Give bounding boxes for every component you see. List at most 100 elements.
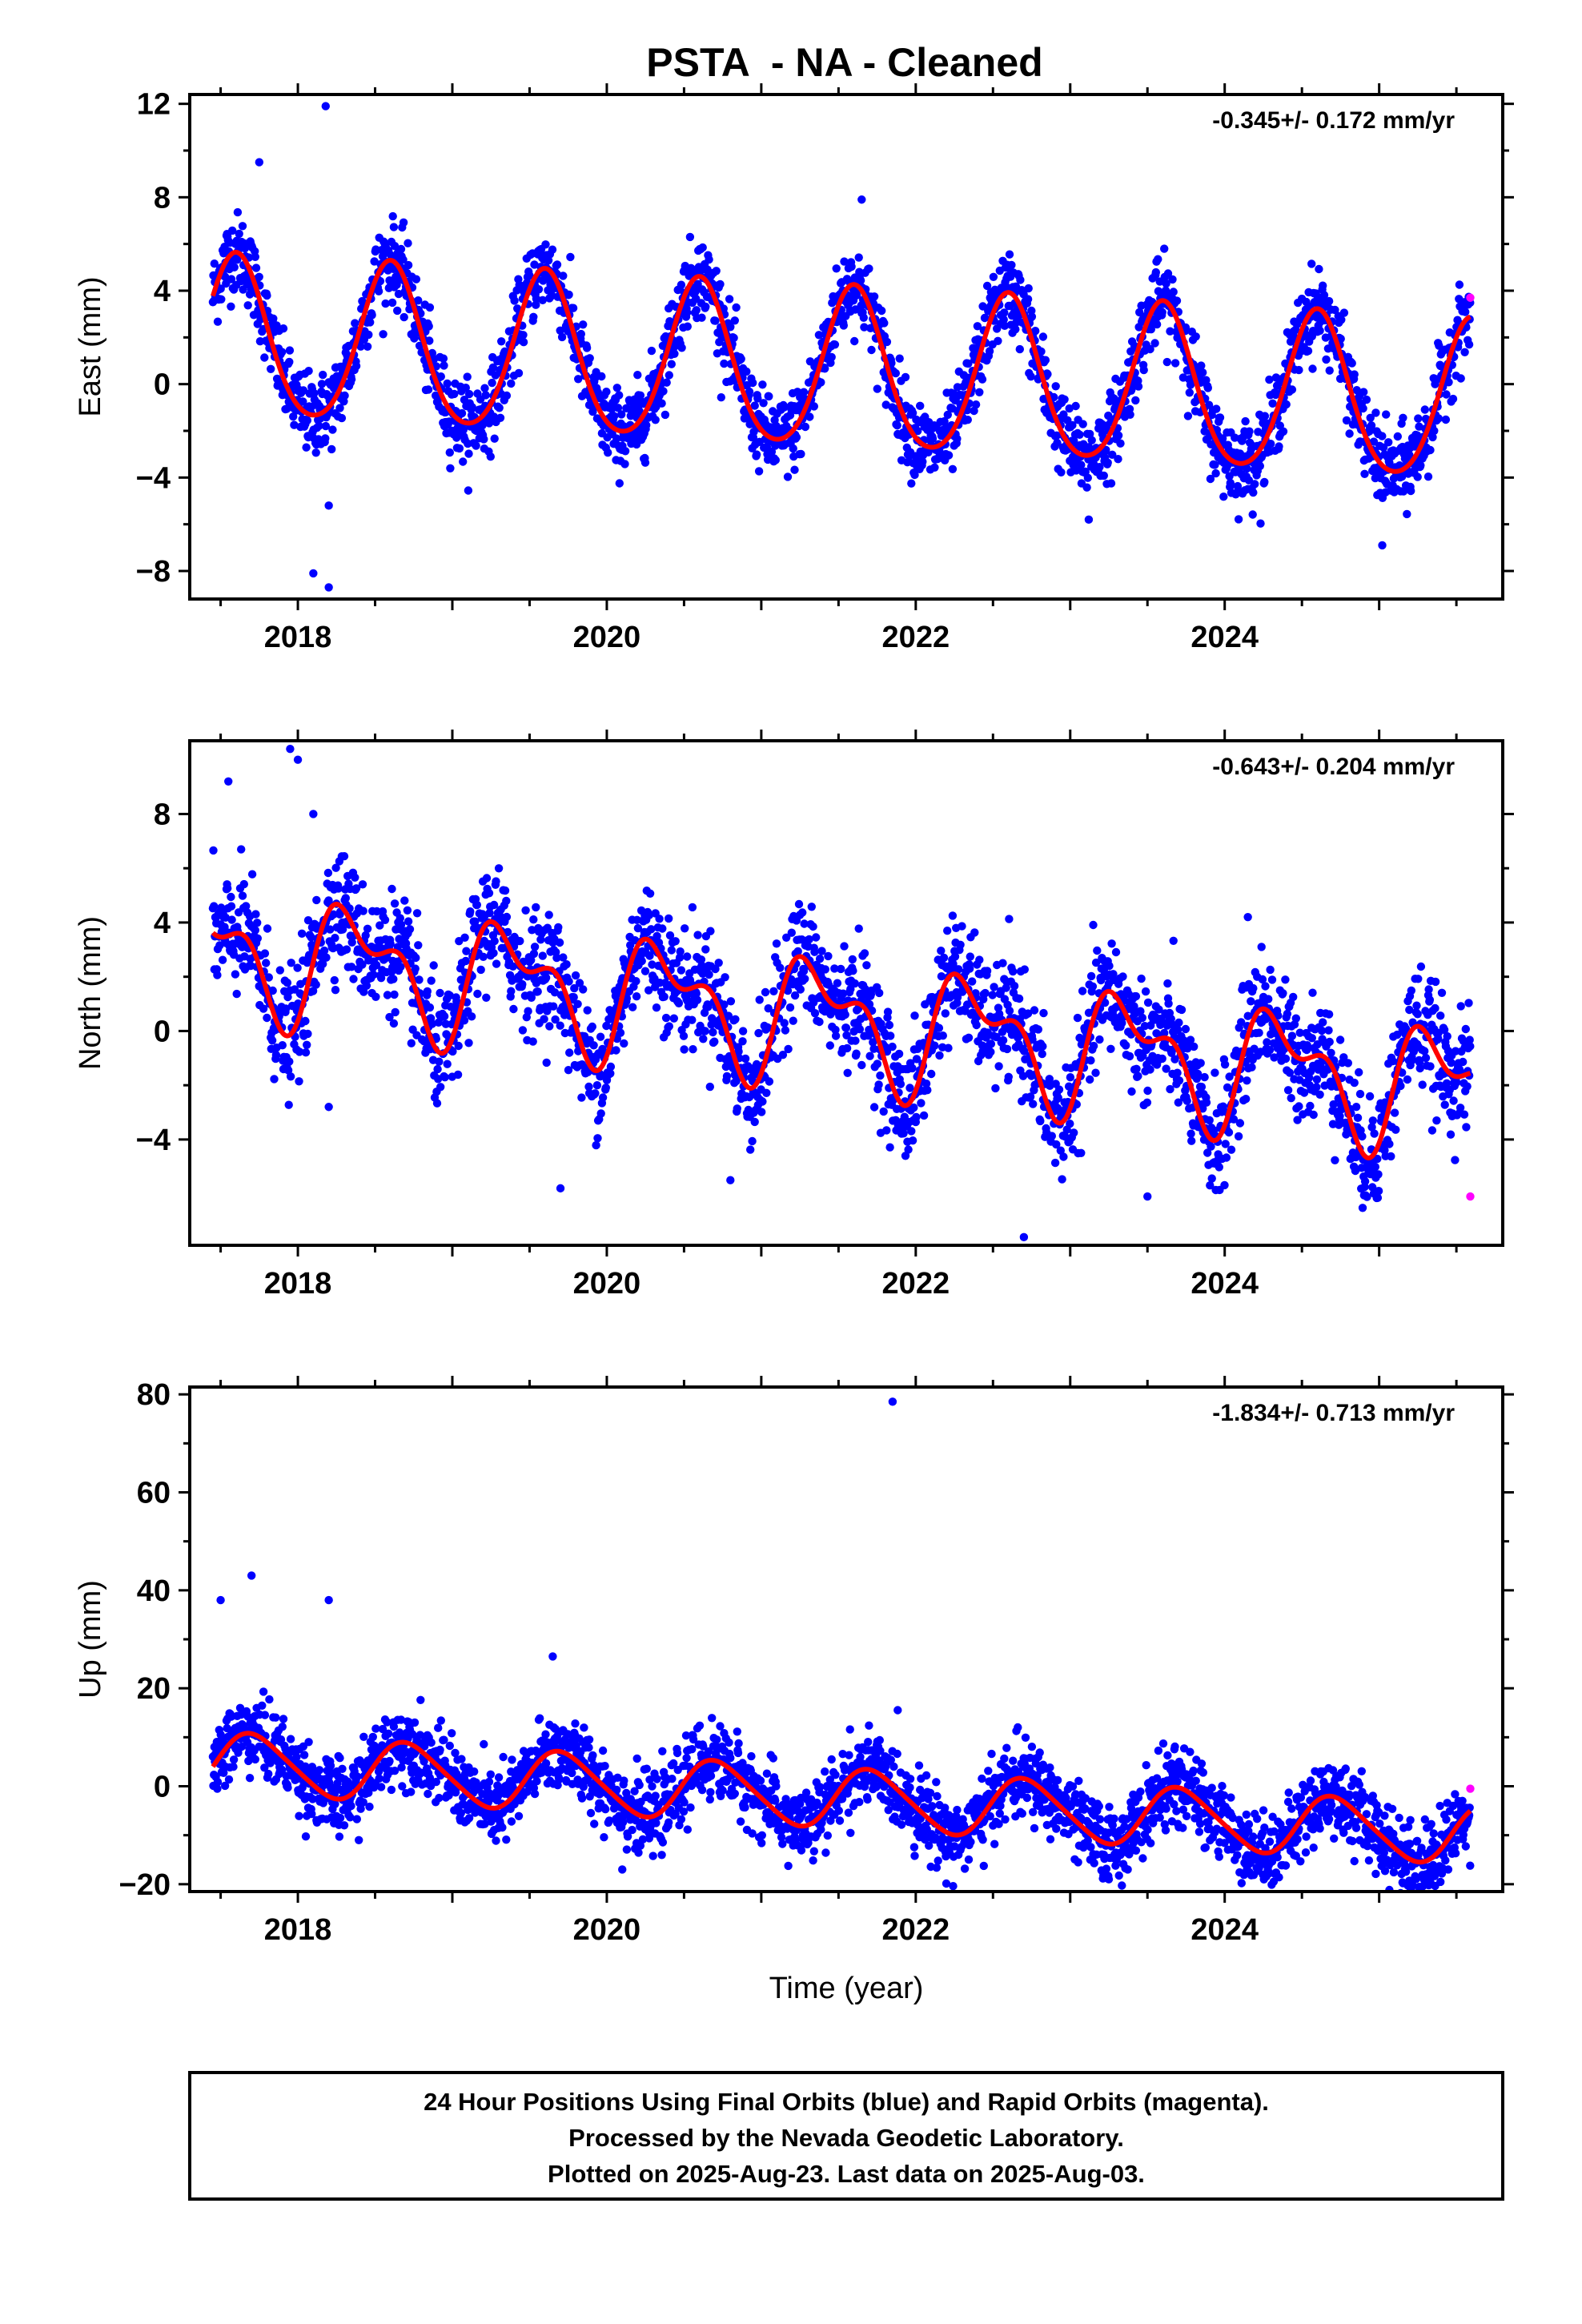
- data-point: [1382, 410, 1391, 419]
- data-point: [1050, 1158, 1060, 1168]
- data-point: [1282, 400, 1291, 409]
- data-point: [267, 1036, 277, 1045]
- data-point: [958, 922, 966, 931]
- data-point: [941, 1009, 950, 1018]
- data-point: [620, 1039, 628, 1048]
- data-point: [1384, 438, 1393, 447]
- data-point: [542, 1058, 551, 1068]
- data-point: [285, 1057, 294, 1066]
- data-point: [637, 956, 646, 966]
- data-point: [593, 1134, 602, 1143]
- data-point: [251, 910, 260, 919]
- data-point: [480, 435, 488, 444]
- data-point: [496, 413, 505, 422]
- data-point: [311, 980, 320, 989]
- data-point: [310, 388, 319, 398]
- data-point: [1248, 510, 1257, 519]
- data-point: [1261, 982, 1270, 991]
- data-point: [349, 975, 358, 983]
- data-point: [1039, 1008, 1048, 1018]
- data-point: [351, 873, 359, 883]
- data-point: [1319, 1018, 1327, 1027]
- data-point: [850, 336, 859, 346]
- data-point: [374, 287, 383, 296]
- data-point: [301, 1016, 310, 1026]
- data-point: [414, 296, 423, 305]
- data-point: [1066, 1073, 1075, 1082]
- data-point: [1107, 939, 1116, 948]
- data-point: [518, 979, 527, 989]
- data-point: [279, 324, 288, 333]
- data-point: [1169, 287, 1178, 296]
- y-tick-label: 0: [154, 368, 171, 402]
- data-point: [883, 1007, 893, 1016]
- data-point: [683, 322, 692, 331]
- data-point: [657, 399, 666, 408]
- data-point: [817, 378, 825, 387]
- data-point: [303, 416, 311, 425]
- data-point: [1279, 989, 1287, 998]
- data-point: [697, 313, 706, 322]
- data-point: [867, 345, 876, 355]
- data-point: [840, 942, 849, 951]
- data-point: [769, 987, 778, 996]
- data-point: [502, 391, 512, 400]
- data-point: [303, 1029, 312, 1039]
- data-point: [492, 877, 500, 886]
- data-point: [1444, 378, 1453, 387]
- data-point: [251, 263, 261, 272]
- data-point: [301, 1048, 311, 1057]
- data-point: [640, 967, 650, 975]
- data-point: [886, 1031, 895, 1040]
- data-point: [356, 342, 365, 351]
- data-point: [1036, 1116, 1045, 1126]
- data-point: [1255, 461, 1265, 471]
- data-point: [907, 1127, 916, 1136]
- data-point: [662, 378, 671, 387]
- data-point: [981, 988, 990, 998]
- y-axis-label: East (mm): [74, 276, 107, 416]
- data-point: [321, 421, 331, 431]
- data-point: [440, 361, 448, 370]
- data-point: [1251, 480, 1259, 489]
- data-point: [1106, 479, 1116, 488]
- data-point: [1199, 368, 1207, 377]
- data-point: [771, 456, 780, 464]
- data-point: [833, 979, 842, 987]
- data-point: [574, 375, 583, 384]
- data-point: [1281, 975, 1290, 984]
- data-point: [554, 923, 563, 932]
- data-point: [794, 899, 804, 909]
- data-point: [464, 389, 474, 399]
- plot-area: [208, 744, 1475, 1242]
- data-point: [1347, 359, 1356, 368]
- data-point: [750, 1117, 759, 1127]
- data-point: [968, 977, 977, 986]
- data-point: [934, 1023, 944, 1032]
- data-point: [912, 1112, 921, 1122]
- data-point: [812, 933, 821, 942]
- data-point: [882, 1126, 891, 1135]
- data-point: [319, 370, 327, 380]
- data-point: [972, 1020, 981, 1030]
- data-point: [792, 432, 801, 442]
- data-point: [283, 979, 292, 987]
- data-point: [1141, 987, 1150, 996]
- data-point: [1307, 1034, 1317, 1043]
- data-point: [556, 326, 564, 335]
- data-point: [403, 906, 412, 915]
- data-point: [351, 319, 359, 328]
- data-point: [873, 1059, 882, 1068]
- data-point: [534, 285, 544, 294]
- data-point: [1215, 413, 1225, 422]
- data-point: [231, 970, 240, 979]
- data-point: [1242, 1095, 1251, 1104]
- data-point: [1004, 1072, 1014, 1082]
- data-point: [423, 987, 432, 996]
- data-point: [429, 961, 438, 970]
- data-point: [692, 306, 701, 315]
- outlier-point: [1378, 541, 1387, 550]
- data-point: [440, 1073, 449, 1082]
- data-point: [461, 384, 470, 392]
- data-point: [683, 952, 692, 961]
